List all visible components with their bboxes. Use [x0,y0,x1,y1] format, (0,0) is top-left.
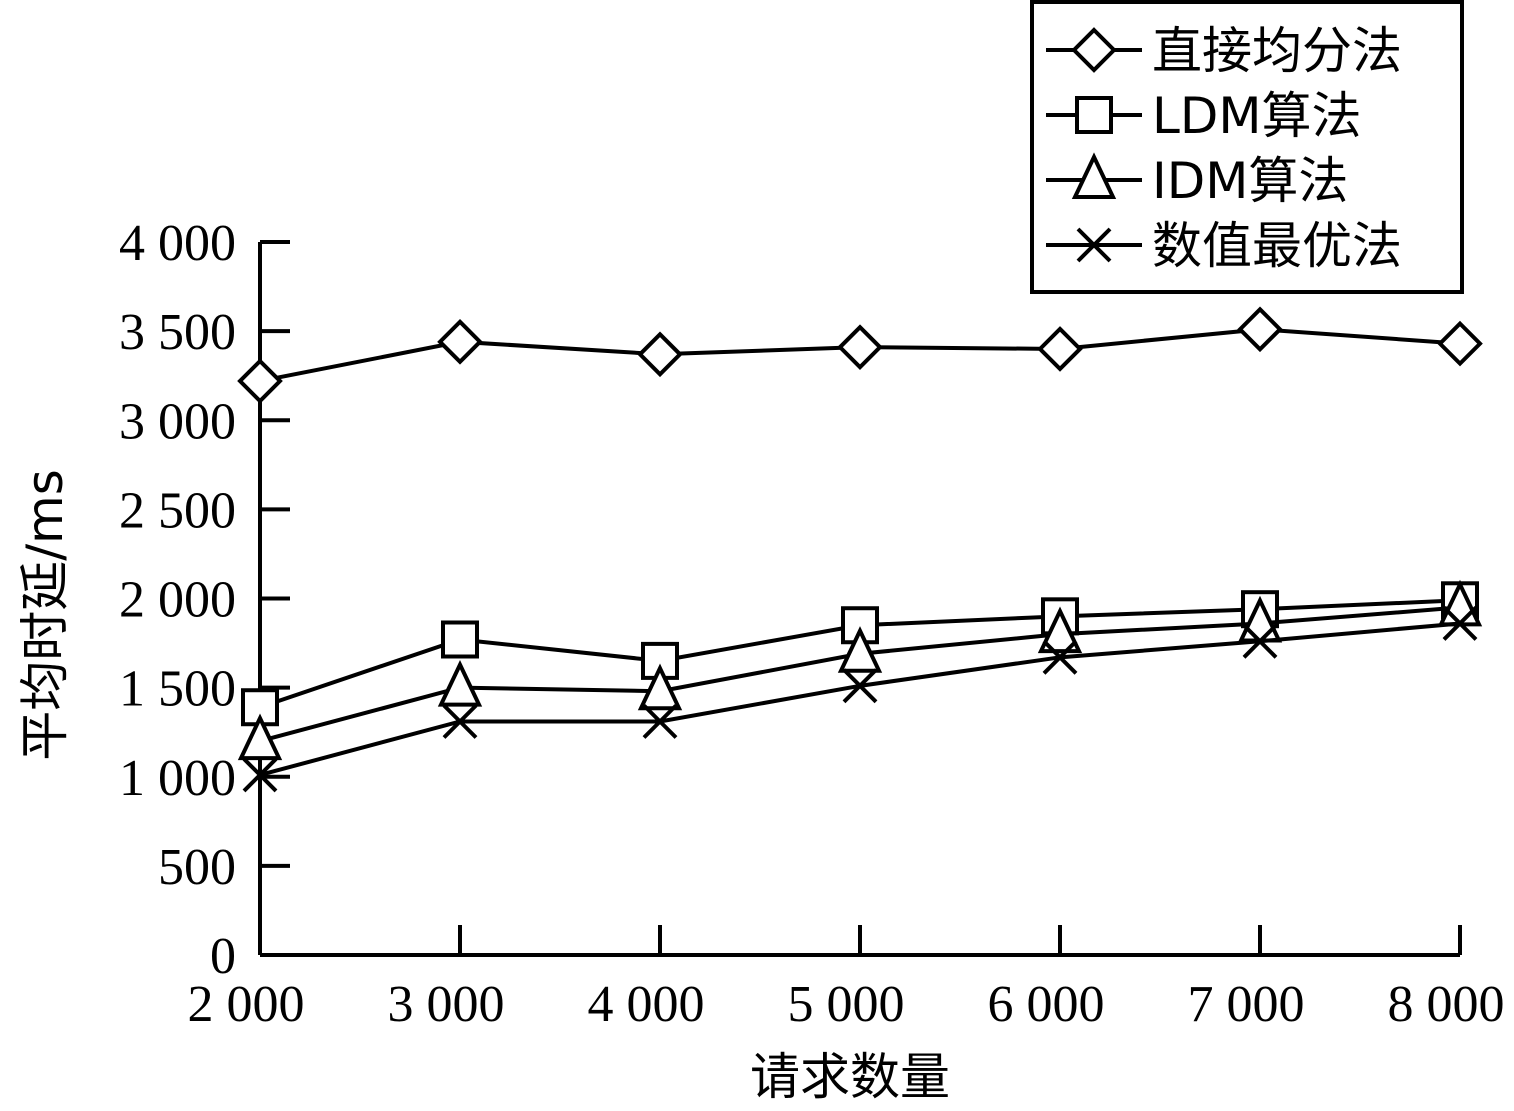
series-diamond [237,306,1483,404]
y-tick-label: 500 [158,839,236,896]
x-tick-label: 5 000 [788,976,905,1033]
x-tick-label: 3 000 [388,976,505,1033]
y-tick-label: 2 500 [119,482,236,539]
data-point-x [842,668,878,704]
data-point-diamond [437,318,483,365]
data-point-diamond [837,324,883,370]
legend-marker-square [1075,96,1113,134]
data-point-diamond [1037,326,1083,372]
y-tick-label: 3 000 [119,393,236,450]
data-point-diamond [637,331,683,378]
data-point-diamond [237,358,283,404]
legend-label: 数值最优法 [1152,217,1402,275]
legend-label: IDM算法 [1152,152,1348,210]
data-point-diamond [1237,306,1283,353]
data-point-triangle [437,659,483,707]
y-tick-label: 1 000 [119,750,236,807]
data-point-x [1042,639,1078,675]
data-point-square [441,620,479,659]
legend-entry: 数值最优法 [1046,217,1402,275]
y-tick-label: 0 [210,928,236,985]
x-tick-label: 4 000 [588,976,705,1033]
series-group [237,306,1483,793]
data-point-x [1242,623,1278,659]
x-tick-label: 2 000 [188,976,305,1033]
data-point-x [442,704,478,739]
x-tick-label: 6 000 [988,976,1105,1033]
legend-entry: LDM算法 [1046,87,1362,145]
data-point-triangle [837,626,883,673]
data-point-x [242,757,278,793]
y-tick-label: 1 500 [119,661,236,718]
axes: 0 500 1 000 1 500 2 000 2 500 3 000 3 500 4 000 2… [119,215,1505,1033]
data-point-x [642,704,678,739]
data-point-diamond [1437,320,1483,367]
y-tick-label: 2 000 [119,572,236,629]
data-point-triangle [237,713,283,761]
legend-marker-x [1076,227,1112,263]
legend-entry: IDM算法 [1046,152,1348,210]
y-tick-label: 4 000 [119,215,236,272]
legend-entry: 直接均分法 [1046,22,1402,80]
legend-label: 直接均分法 [1152,22,1402,80]
y-axis-label: 平均时延/ms [16,469,74,761]
series-x [242,606,1478,793]
x-tick-label: 7 000 [1188,976,1305,1033]
data-point-triangle [1037,606,1083,654]
legend-label: LDM算法 [1152,87,1362,145]
legend-marker-triangle [1071,152,1117,199]
legend-marker-diamond [1071,27,1117,73]
data-point-triangle [637,663,683,711]
data-point-x [1442,606,1478,641]
x-tick-label: 8 000 [1388,976,1505,1033]
x-axis-label: 请求数量 [750,1048,950,1106]
y-tick-label: 3 500 [119,304,236,361]
